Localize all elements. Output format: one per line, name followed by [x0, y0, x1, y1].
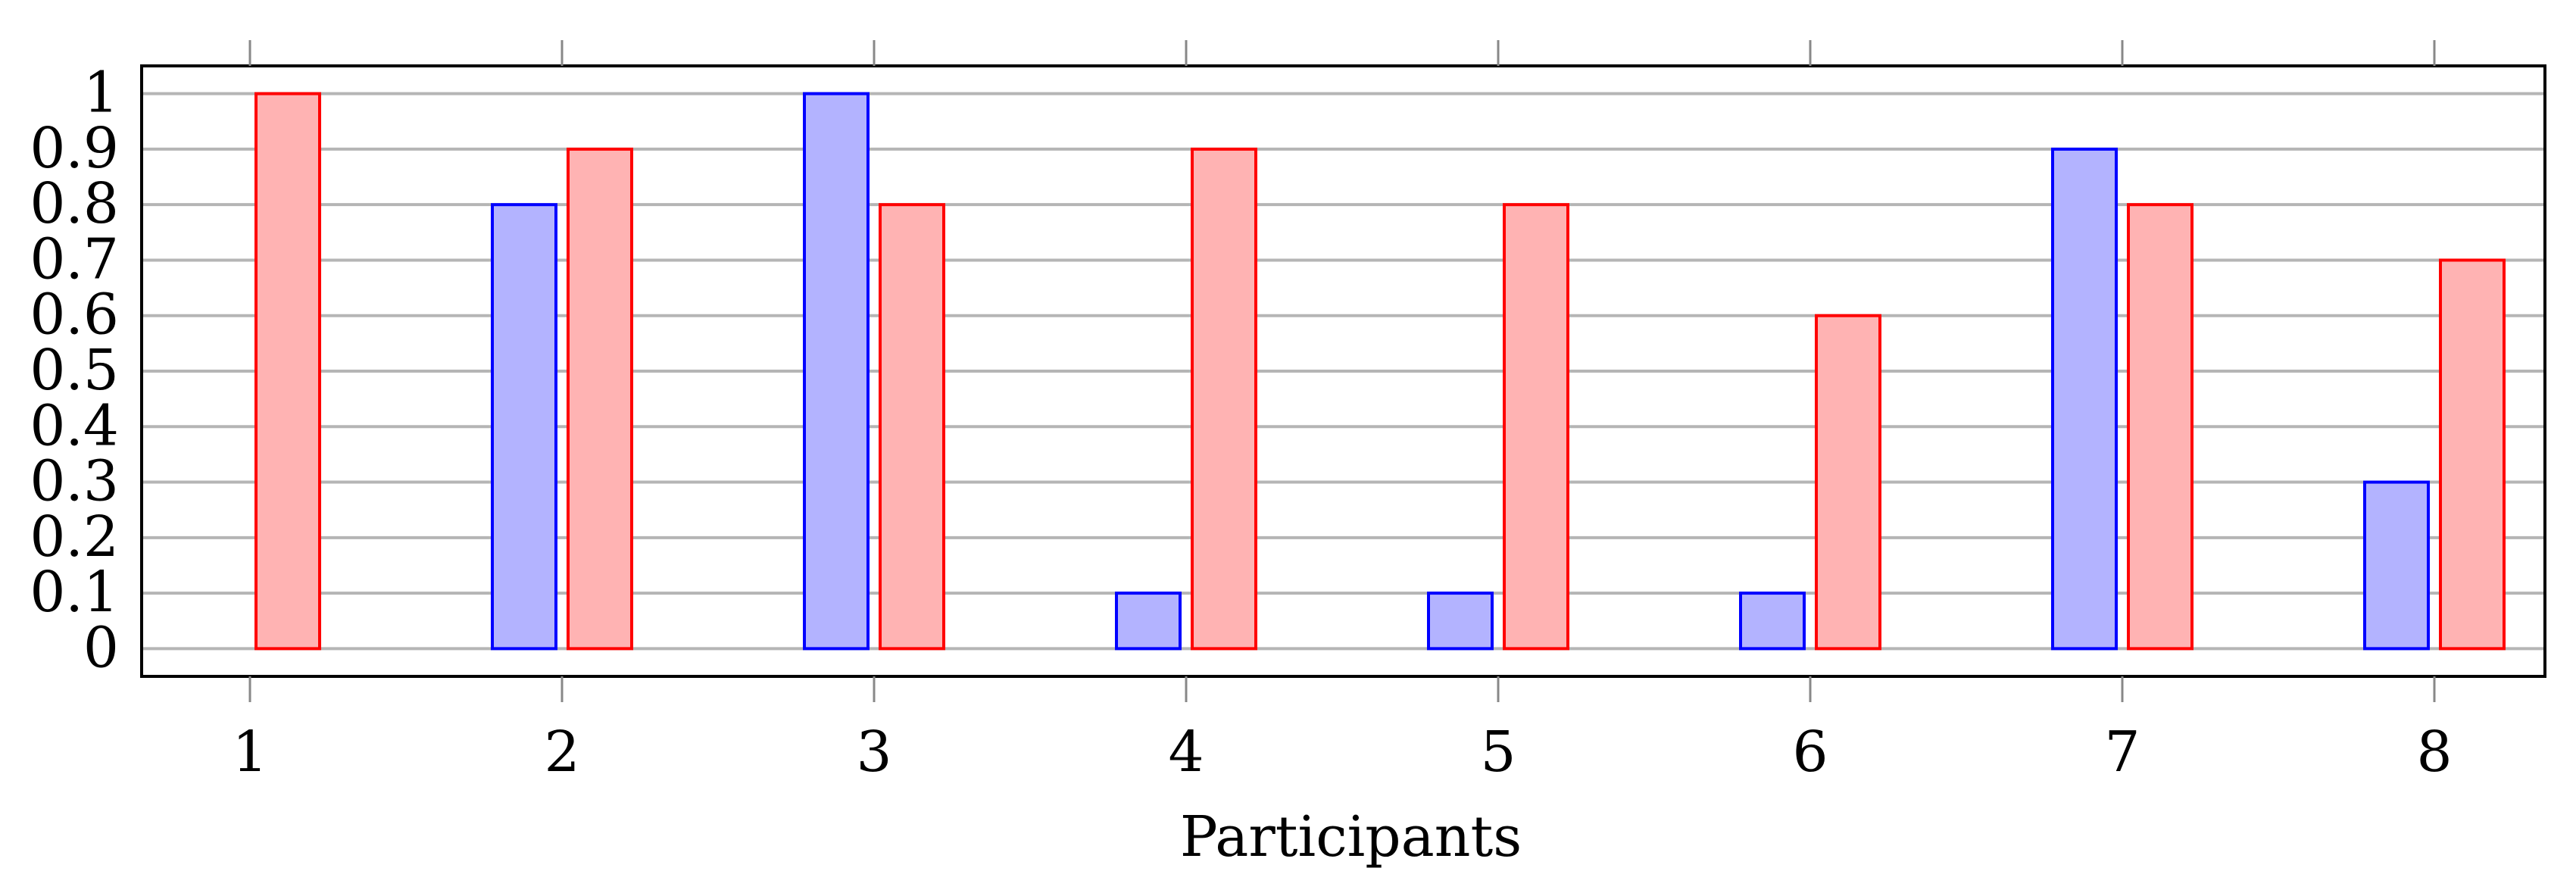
- y-tick-label: 0.3: [30, 449, 119, 514]
- bar-series-2-4: [1191, 147, 1257, 651]
- y-tick-label: 0.9: [30, 116, 119, 181]
- bar-series-1-3: [803, 92, 870, 651]
- bar-series-1-5: [1427, 592, 1494, 651]
- bar-series-1-6: [1739, 592, 1806, 651]
- y-tick-label: 0.1: [30, 560, 119, 625]
- bar-series-1-4: [1115, 592, 1182, 651]
- x-tick-label: 6: [1792, 720, 1828, 785]
- x-tick-label: 7: [2104, 720, 2140, 785]
- y-tick-label: 0.7: [30, 226, 119, 292]
- bar-series-1-7: [2051, 147, 2118, 651]
- y-tick-label: 0.5: [30, 338, 119, 403]
- x-tick-label: 2: [544, 720, 579, 785]
- bar-series-2-2: [567, 147, 633, 651]
- y-tick-label: 0.6: [30, 283, 119, 348]
- x-tick-label: 4: [1168, 720, 1204, 785]
- y-tick-label: 0.4: [30, 393, 119, 458]
- bars: [254, 92, 2506, 651]
- bar-series-2-5: [1503, 203, 1569, 651]
- x-tick-labels: 1 2 3 4 5 6 7 8: [232, 720, 2452, 785]
- x-tick-marks: [248, 40, 2436, 702]
- bar-series-2-3: [879, 203, 945, 651]
- y-tick-labels: 00.10.20.30.40.50.60.70.80.91: [30, 61, 119, 681]
- bar-series-2-7: [2127, 203, 2194, 651]
- bar-series-2-8: [2439, 258, 2506, 651]
- x-tick-label: 3: [856, 720, 891, 785]
- y-tick-label: 0: [83, 615, 119, 680]
- bar-series-2-1: [254, 92, 321, 651]
- plot-frame: [140, 64, 2546, 678]
- bar-series-2-6: [1815, 314, 1881, 651]
- x-tick-label: 8: [2416, 720, 2452, 785]
- y-tick-label: 0.8: [30, 171, 119, 236]
- bar-series-1-2: [491, 203, 557, 651]
- x-tick-label: 5: [1480, 720, 1516, 785]
- y-tick-label: 0.2: [30, 504, 119, 570]
- x-axis-title: Participants: [1180, 804, 1522, 870]
- x-tick-label: 1: [232, 720, 267, 785]
- bar-series-1-8: [2363, 480, 2430, 651]
- y-tick-label: 1: [83, 61, 119, 126]
